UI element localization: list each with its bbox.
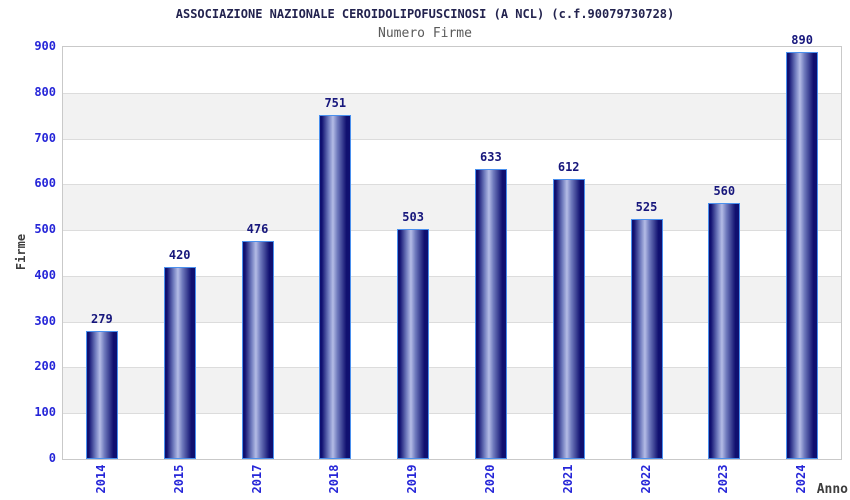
x-tick-label: 2014 [93, 464, 108, 494]
bar-value-label: 476 [246, 222, 269, 237]
bar-2017 [241, 241, 274, 459]
y-tick-label: 900 [34, 39, 56, 53]
plot-band [63, 92, 841, 139]
bar-2023 [708, 202, 741, 459]
x-tick-label: 2022 [638, 464, 653, 494]
x-tick-label: 2018 [327, 464, 342, 494]
bar-value-label: 279 [91, 312, 113, 327]
bar-value-label: 525 [635, 199, 658, 214]
bar-2019 [397, 228, 430, 459]
y-tick-label: 500 [34, 222, 56, 237]
y-tick-label: 700 [34, 130, 56, 145]
y-tick-label: 800 [34, 84, 56, 99]
x-tick-label: 2017 [249, 464, 264, 494]
x-tick-label: 2021 [560, 464, 575, 494]
bar-value-label: 612 [557, 159, 580, 174]
bar-2015 [163, 266, 196, 459]
bar-2014 [85, 331, 118, 459]
y-tick-label: 400 [34, 267, 56, 282]
y-tick-label: 0 [48, 451, 56, 465]
bar-value-label: 560 [713, 183, 736, 198]
bar-value-label: 890 [791, 32, 813, 47]
chart-subtitle: Numero Firme [378, 26, 472, 41]
bar-value-label: 503 [402, 209, 424, 224]
bar-value-label: 751 [324, 96, 347, 111]
plot-band [63, 47, 841, 93]
x-tick-label: 2015 [171, 464, 186, 494]
plot-area: 279 420 476 751 503 633 612 525 560 890 [62, 33, 842, 460]
bar-2024 [786, 51, 819, 459]
bar-2021 [552, 178, 585, 459]
y-tick-label: 100 [34, 405, 56, 420]
bar-value-label: 420 [168, 247, 191, 262]
y-tick-label: 600 [34, 176, 56, 191]
x-tick-label: 2020 [482, 464, 497, 494]
bar-2018 [319, 115, 352, 459]
bar-2022 [630, 218, 663, 459]
bar-value-label: 633 [480, 150, 502, 165]
y-tick-label: 300 [34, 313, 56, 328]
chart-title: ASSOCIAZIONE NAZIONALE CEROIDOLIPOFUSCIN… [175, 7, 675, 21]
x-axis-title: Anno [816, 482, 848, 497]
bar-2020 [474, 169, 507, 459]
y-tick-label: 200 [34, 359, 56, 374]
x-tick-label: 2023 [716, 464, 731, 494]
plot-band [63, 138, 841, 185]
x-tick-label: 2019 [405, 464, 420, 494]
